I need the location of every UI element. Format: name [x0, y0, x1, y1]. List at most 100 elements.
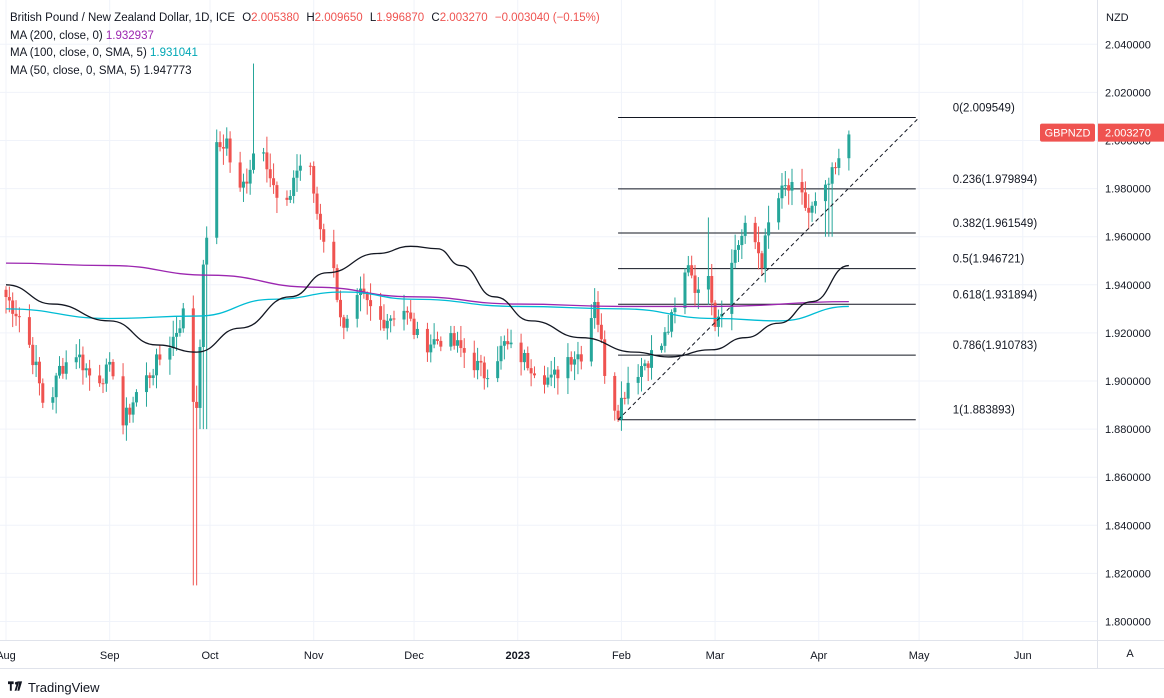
candle-body	[833, 167, 837, 169]
legend-symbol-row: British Pound / New Zealand Dollar, 1D, …	[10, 10, 600, 28]
y-tick-label: 1.900000	[1105, 376, 1151, 388]
candle-body	[763, 235, 767, 269]
tradingview-logo-icon	[8, 681, 23, 691]
candle-body	[362, 288, 366, 294]
tradingview-brand: TradingView	[28, 679, 100, 695]
candle-body	[502, 341, 506, 346]
candle-body	[593, 302, 597, 319]
auto-scale-button[interactable]: A	[1126, 648, 1134, 660]
candle-body	[288, 195, 292, 200]
candle-body	[753, 222, 757, 243]
candle-body	[693, 275, 697, 293]
candle-body	[619, 397, 623, 420]
ohlc-close-value: 2.003270	[439, 12, 488, 24]
candle-body	[623, 397, 627, 399]
candle-body	[733, 249, 737, 263]
ohlc-high-key: H	[306, 12, 315, 24]
candle-body	[472, 352, 476, 371]
candle-body	[225, 138, 229, 149]
candle-body	[823, 184, 827, 202]
ticker-tag	[1040, 123, 1095, 142]
candle-body	[549, 374, 553, 378]
candle-body	[84, 368, 88, 371]
ma100-line	[5, 291, 849, 322]
candle-body	[660, 345, 664, 351]
candle-body	[158, 354, 162, 360]
candle-body	[308, 165, 312, 167]
candle-body	[800, 182, 804, 193]
candle-body	[252, 153, 256, 170]
candle-body	[686, 265, 690, 273]
candle-body	[17, 316, 21, 318]
fibonacci-retracement[interactable]: 0(2.009549) 0.236(1.979894) 0.382(1.961549…	[618, 103, 1037, 421]
candle-body	[589, 318, 593, 362]
candle-body	[777, 198, 781, 223]
dashed-trend-line[interactable]	[617, 117, 920, 421]
candle-body	[248, 169, 252, 184]
candle-body	[392, 318, 396, 320]
candle-body	[522, 352, 526, 363]
x-tick-label: Nov	[304, 650, 324, 662]
ma50-value: 1.947773	[143, 64, 192, 77]
time-axis[interactable]: Aug Sep Oct Nov Dec 2023 Feb Mar Apr May Jun	[0, 650, 1032, 662]
candle-body	[432, 339, 436, 345]
y-tick-label: 1.920000	[1105, 328, 1151, 340]
candle-body	[543, 375, 546, 385]
candle-body	[532, 373, 536, 376]
candle-body	[128, 407, 132, 415]
candle-body	[315, 193, 319, 214]
candle-body	[238, 162, 242, 188]
candle-body	[298, 165, 302, 171]
candle-body	[509, 342, 513, 345]
candle-body	[650, 350, 654, 368]
candle-body	[757, 242, 761, 254]
candle-body	[98, 375, 102, 384]
y-tick-label: 1.940000	[1105, 280, 1151, 292]
candle-body	[556, 369, 560, 379]
candle-body	[760, 253, 764, 269]
candle-body	[292, 177, 296, 196]
candle-body	[666, 331, 670, 333]
candle-body	[191, 308, 195, 402]
y-tick-label: 1.820000	[1105, 568, 1151, 580]
candlestick-series	[4, 63, 851, 586]
candle-body	[355, 295, 359, 319]
candle-body	[108, 361, 112, 365]
chart-grid	[0, 0, 1164, 669]
candle-body	[338, 299, 342, 318]
candle-body	[272, 178, 276, 186]
legend-ma200-row[interactable]: MA (200, close, 0) 1.932937	[10, 28, 600, 46]
ohlc-close-key: C	[431, 12, 440, 24]
candle-body	[389, 318, 393, 321]
candle-body	[11, 300, 15, 314]
x-tick-label: 2023	[506, 650, 530, 662]
x-tick-label: Aug	[0, 650, 16, 662]
ohlc-low-value: 1.996870	[376, 12, 425, 24]
candle-body	[813, 201, 817, 206]
candle-body	[425, 328, 429, 353]
candle-body	[415, 328, 419, 335]
candle-body	[847, 134, 851, 159]
tradingview-logo[interactable]: TradingView	[8, 678, 100, 696]
candle-body	[696, 289, 700, 293]
candle-body	[215, 142, 219, 238]
ohlc-open-key: O	[242, 12, 252, 24]
candle-body	[262, 152, 266, 154]
candle-body	[452, 333, 456, 346]
candle-body	[27, 317, 31, 345]
legend-ma50-row[interactable]: MA (50, close, 0, SMA, 5) 1.947773	[10, 63, 600, 81]
x-tick-label: Sep	[100, 650, 120, 662]
candle-body	[576, 354, 580, 360]
candle-body	[7, 297, 11, 301]
price-axis[interactable]: 2.0400002.0200002.0000001.9800001.960000…	[1040, 12, 1164, 629]
candle-body	[64, 362, 68, 374]
legend-ma100-row[interactable]: MA (100, close, 0, SMA, 5) 1.931041	[10, 45, 600, 63]
x-tick-label: May	[909, 650, 930, 662]
trend-line[interactable]	[617, 117, 920, 421]
candle-body	[54, 375, 58, 398]
candle-body	[4, 289, 8, 298]
candle-body	[449, 333, 453, 347]
candle-body	[121, 376, 125, 426]
ma50-label: MA (50, close, 0, SMA, 5)	[10, 64, 141, 77]
